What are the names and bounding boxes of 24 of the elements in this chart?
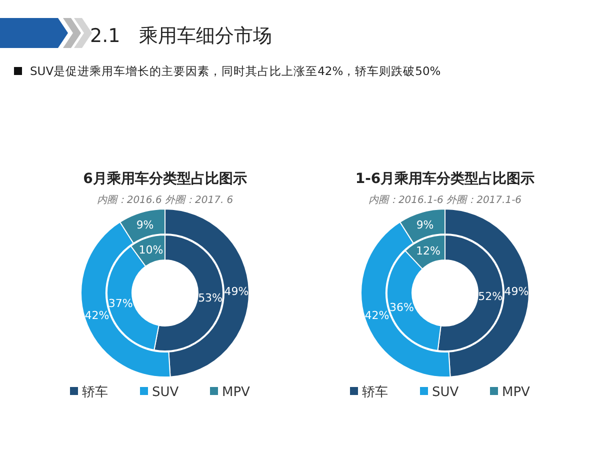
legend-label: SUV [152, 385, 179, 400]
data-label: 37% [108, 296, 133, 310]
legend-label: 轿车 [82, 385, 108, 400]
data-label: 36% [390, 301, 414, 314]
chart-subtitle: 内圈：2016.6 外圈：2017. 6 [96, 194, 234, 206]
chart-title: 6月乘用车分类型占比图示 [83, 170, 247, 187]
data-label: 9% [416, 218, 434, 232]
legend-label: 轿车 [362, 385, 388, 400]
legend-label: MPV [222, 385, 250, 400]
text: 2.1 乘用车细分市场 [90, 25, 272, 47]
text: SUV是促进乘用车增长的主要因素，同时其占比上涨至42%，轿车则跌破50% [30, 64, 441, 78]
chart-subtitle: 内圈：2016.1-6 外圈：2017.1-6 [368, 194, 522, 206]
data-label: 42% [84, 309, 110, 322]
data-label: 12% [416, 244, 440, 258]
data-label: 49% [224, 284, 249, 298]
data-label: 10% [138, 244, 164, 257]
legend-label: SUV [432, 385, 459, 400]
data-label: 42% [364, 309, 390, 322]
data-label: 52% [478, 290, 503, 303]
data-label: 53% [198, 291, 223, 304]
data-label: 49% [504, 284, 529, 298]
data-label: 9% [136, 218, 154, 232]
legend-label: MPV [502, 385, 530, 400]
chart-title: 1-6月乘用车分类型占比图示 [355, 170, 535, 187]
